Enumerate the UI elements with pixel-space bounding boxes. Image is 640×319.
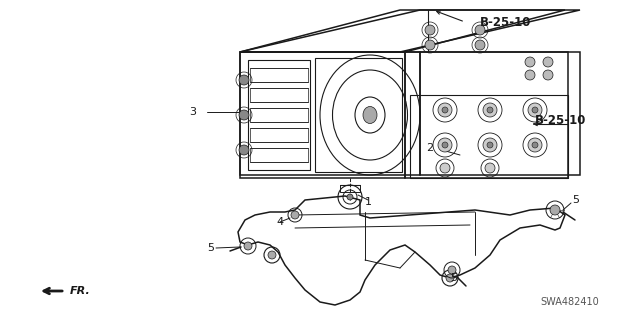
Text: B-25-10: B-25-10 bbox=[535, 114, 586, 127]
Circle shape bbox=[438, 138, 452, 152]
Text: 5: 5 bbox=[573, 195, 579, 205]
Text: SWA482410: SWA482410 bbox=[541, 297, 600, 307]
Text: 2: 2 bbox=[426, 143, 433, 153]
Circle shape bbox=[438, 103, 452, 117]
Circle shape bbox=[448, 266, 456, 274]
Text: 1: 1 bbox=[365, 197, 371, 207]
Circle shape bbox=[475, 25, 485, 35]
Circle shape bbox=[446, 274, 454, 282]
Circle shape bbox=[485, 163, 495, 173]
Circle shape bbox=[244, 242, 252, 250]
Circle shape bbox=[528, 103, 542, 117]
Text: FR.: FR. bbox=[70, 286, 91, 296]
Ellipse shape bbox=[363, 107, 377, 123]
Circle shape bbox=[525, 57, 535, 67]
Circle shape bbox=[347, 194, 353, 200]
Circle shape bbox=[543, 70, 553, 80]
Text: 5: 5 bbox=[207, 243, 214, 253]
Circle shape bbox=[475, 40, 485, 50]
Circle shape bbox=[425, 40, 435, 50]
Circle shape bbox=[268, 251, 276, 259]
Circle shape bbox=[239, 145, 249, 155]
Circle shape bbox=[487, 107, 493, 113]
Circle shape bbox=[543, 57, 553, 67]
Circle shape bbox=[425, 25, 435, 35]
Circle shape bbox=[483, 103, 497, 117]
Circle shape bbox=[239, 75, 249, 85]
Circle shape bbox=[239, 110, 249, 120]
Circle shape bbox=[442, 107, 448, 113]
Circle shape bbox=[442, 142, 448, 148]
Text: 3: 3 bbox=[189, 107, 196, 117]
Circle shape bbox=[483, 138, 497, 152]
Circle shape bbox=[550, 205, 560, 215]
Circle shape bbox=[487, 142, 493, 148]
Circle shape bbox=[291, 211, 299, 219]
Circle shape bbox=[440, 163, 450, 173]
Circle shape bbox=[532, 107, 538, 113]
Text: 4: 4 bbox=[276, 217, 284, 227]
Circle shape bbox=[525, 70, 535, 80]
Text: 5: 5 bbox=[451, 273, 458, 283]
Circle shape bbox=[528, 138, 542, 152]
Text: B-25-10: B-25-10 bbox=[480, 16, 531, 28]
Circle shape bbox=[532, 142, 538, 148]
